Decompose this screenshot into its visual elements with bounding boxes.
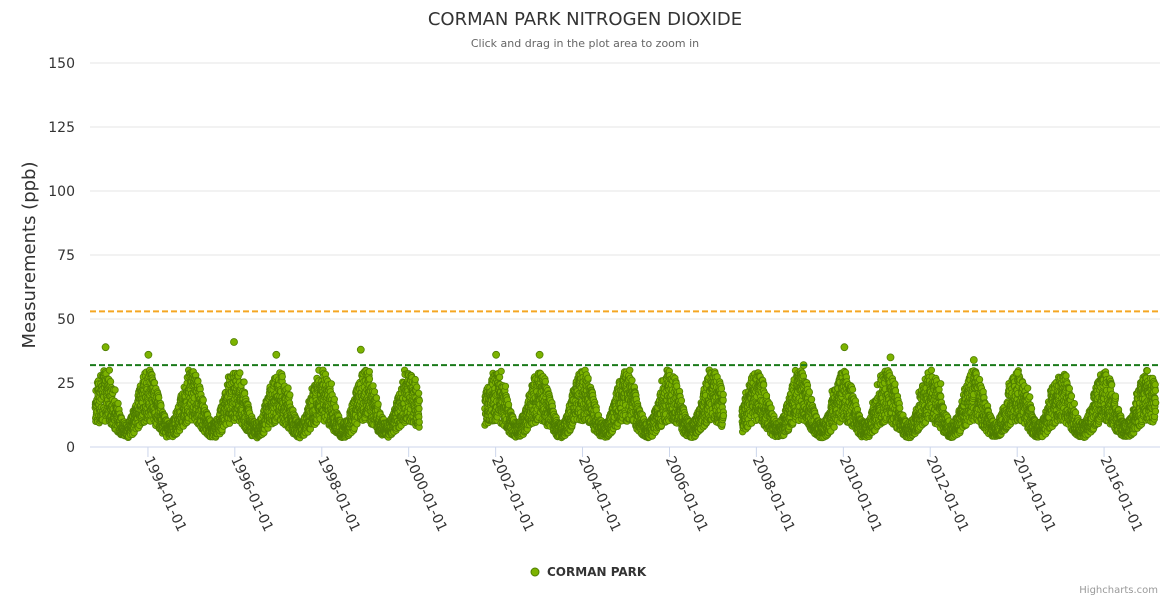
x-tick-label: 1998-01-01 [314,454,363,535]
data-point[interactable] [678,397,684,403]
data-point[interactable] [107,378,113,384]
data-point[interactable] [416,405,422,411]
data-point[interactable] [763,393,769,399]
data-point[interactable] [371,389,377,395]
y-tick-label: 150 [48,56,75,72]
data-point[interactable] [627,367,633,373]
data-point[interactable] [505,401,511,407]
x-tick-label: 2006-01-01 [662,454,711,535]
data-point[interactable] [158,403,164,409]
x-tick-label: 2002-01-01 [488,454,537,535]
y-axis-title: Measurements (ppb) [19,162,40,349]
x-tick-label: 2004-01-01 [575,454,624,535]
data-point[interactable] [156,394,162,400]
x-tick-label: 2014-01-01 [1010,454,1059,535]
data-point[interactable] [370,383,376,389]
y-tick-label: 50 [57,312,75,328]
data-point[interactable] [416,390,422,396]
y-tick-label: 75 [57,248,75,264]
data-point[interactable] [115,400,121,406]
y-tick-label: 100 [48,184,75,200]
x-tick-label: 2012-01-01 [923,454,972,535]
data-point[interactable] [416,419,422,425]
data-point[interactable] [366,368,372,374]
x-tick-label: 2010-01-01 [836,454,885,535]
x-tick-label: 1996-01-01 [227,454,276,535]
data-point[interactable] [106,367,112,373]
data-point[interactable] [328,381,334,387]
data-point[interactable] [496,374,502,380]
y-tick-label: 0 [66,440,75,456]
data-point[interactable] [331,396,337,402]
data-point[interactable] [112,387,118,393]
x-axis: 1994-01-01 1996-01-01 1998-01-01 2000-01-01… [90,447,1160,534]
data-point[interactable] [375,401,381,407]
data-point[interactable] [241,379,247,385]
data-point[interactable] [718,385,724,391]
y-axis: 0 25 50 75 100 125 150 [48,56,75,456]
data-point[interactable] [720,413,726,419]
data-point[interactable] [414,384,420,390]
data-point[interactable] [720,391,726,397]
data-point[interactable] [373,395,379,401]
x-tick-label: 2016-01-01 [1096,454,1145,535]
data-point[interactable] [279,373,285,379]
data-point[interactable] [498,368,504,374]
data-point[interactable] [629,377,635,383]
data-point[interactable] [200,397,206,403]
chart-subtitle: Click and drag in the plot area to zoom … [471,37,699,50]
data-point[interactable] [502,383,508,389]
data-point[interactable] [761,382,767,388]
data-point[interactable] [366,376,372,382]
x-tick-label: 1994-01-01 [140,454,189,535]
data-point[interactable] [332,404,338,410]
data-point[interactable] [285,385,291,391]
y-tick-label: 125 [48,120,75,136]
data-point[interactable] [585,375,591,381]
x-tick-label: 2008-01-01 [749,454,798,535]
y-tick-label: 25 [57,376,75,392]
data-point[interactable] [287,392,293,398]
series-corman-park[interactable] [92,339,1159,441]
data-point[interactable] [412,376,418,382]
data-point[interactable] [237,370,243,376]
data-point[interactable] [416,397,422,403]
chart-title: CORMAN PARK NITROGEN DIOXIDE [428,9,742,30]
x-tick-label: 2000-01-01 [401,454,450,535]
